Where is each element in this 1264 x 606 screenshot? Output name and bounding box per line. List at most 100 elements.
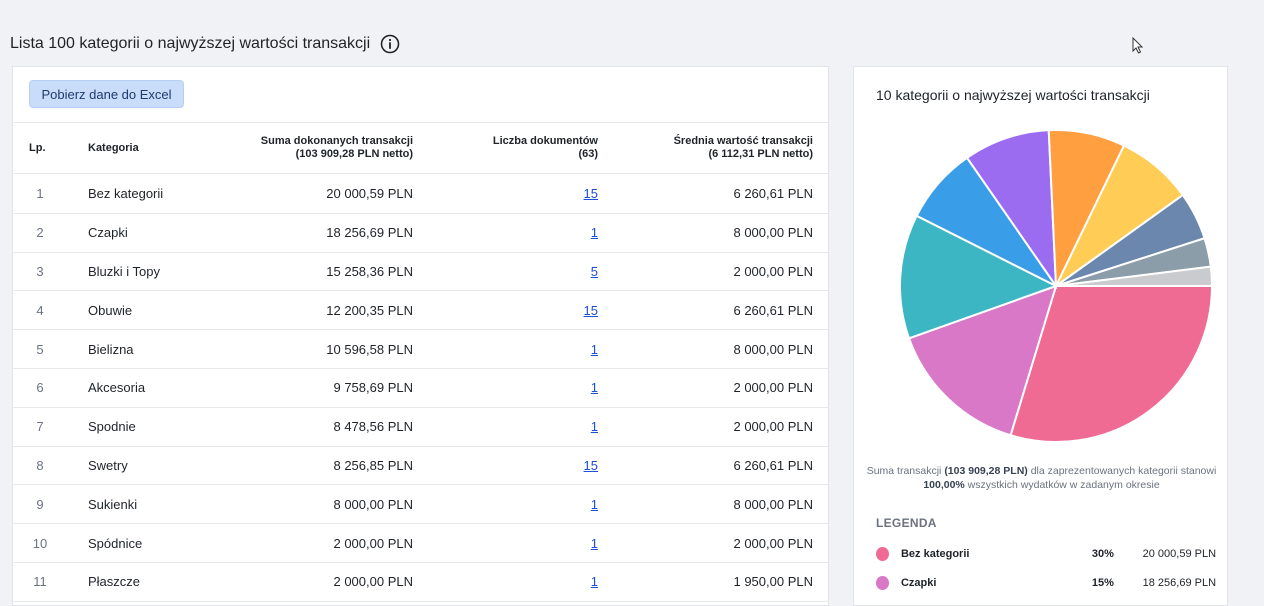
cell-liczba: 15 — [473, 291, 598, 329]
documents-count-link[interactable]: 5 — [590, 263, 598, 279]
col-header-suma[interactable]: Suma dokonanych transakcji (103 909,28 PL… — [233, 123, 413, 173]
documents-count-link[interactable]: 1 — [590, 225, 598, 241]
cell-srednia: 8 000,00 PLN — [733, 341, 813, 357]
pie-slice-10[interactable] — [1055, 265, 1214, 287]
cell-suma: 2 000,00 PLN — [333, 574, 413, 590]
cell-srednia: 6 260,61 PLN — [733, 302, 813, 318]
cell-lp: 7 — [36, 419, 44, 435]
summary-text-mid: dla zaprezentowanych kategorii stanowi — [1027, 465, 1217, 477]
documents-count-link[interactable]: 15 — [583, 457, 598, 473]
table-row: 7 Spodnie 8 478,56 PLN 1 2 000,00 PLN — [13, 408, 828, 447]
col-header-srednia[interactable]: Średnia wartość transakcji (6 112,31 PLN … — [633, 123, 813, 173]
summary-percent: 100,00% — [923, 479, 965, 491]
col-header-srednia-label: Średnia wartość transakcji — [673, 135, 813, 147]
cell-lp: 1 — [36, 186, 44, 202]
legend-item: Bez kategorii 30% 20 000,59 PLN — [876, 545, 1216, 563]
cell-suma: 2 000,00 PLN — [333, 535, 413, 551]
summary-text-pre: Suma transakcji — [866, 465, 945, 477]
cell-lp: 2 — [36, 225, 44, 241]
documents-count-link[interactable]: 15 — [583, 302, 598, 318]
documents-count-link[interactable]: 1 — [590, 496, 598, 512]
cell-liczba: 1 — [473, 563, 598, 601]
cell-suma: 10 596,58 PLN — [326, 341, 413, 357]
mouse-pointer-icon — [1132, 37, 1144, 54]
cell-kategoria: Spódnice — [88, 535, 143, 551]
cell-liczba: 5 — [473, 253, 598, 291]
cell-kategoria: Sukienki — [88, 496, 138, 512]
pie-slice-2[interactable] — [907, 284, 1058, 437]
summary-text-post: wszystkich wydatków w zadanym okresie — [964, 479, 1160, 491]
cell-lp: 6 — [36, 380, 44, 396]
pie-slice-1[interactable] — [1009, 285, 1214, 443]
excel-export-button[interactable]: Pobierz dane do Excel — [29, 80, 184, 108]
table-row: 11 Płaszcze 2 000,00 PLN 1 1 950,00 PLN — [13, 563, 828, 602]
cell-kategoria: Bielizna — [88, 341, 134, 357]
chart-card: 10 kategorii o najwyższej wartości trans… — [853, 66, 1228, 606]
table-row: 3 Bluzki i Topy 15 258,36 PLN 5 2 000,00… — [13, 253, 828, 292]
cell-liczba: 1 — [473, 214, 598, 252]
table-header: Lp. Kategoria Suma dokonanych transakcji… — [13, 122, 828, 174]
cell-srednia: 6 260,61 PLN — [733, 457, 813, 473]
table-row: 6 Akcesoria 9 758,69 PLN 1 2 000,00 PLN — [13, 369, 828, 408]
cell-suma: 8 000,00 PLN — [333, 496, 413, 512]
cell-suma: 8 478,56 PLN — [333, 419, 413, 435]
legend-percent: 30% — [1091, 548, 1114, 560]
documents-count-link[interactable]: 1 — [590, 341, 598, 357]
pie-slice-5[interactable] — [965, 129, 1058, 290]
legend-name: Bez kategorii — [900, 548, 970, 560]
legend-title: LEGENDA — [876, 516, 937, 530]
col-header-liczba[interactable]: Liczba dokumentów (63) — [473, 123, 598, 173]
cell-srednia: 8 000,00 PLN — [733, 496, 813, 512]
table-row: 10 Spódnice 2 000,00 PLN 1 2 000,00 PLN — [13, 524, 828, 563]
cell-lp: 3 — [36, 263, 44, 279]
col-header-liczba-total: (63) — [578, 148, 598, 160]
cell-srednia: 8 000,00 PLN — [733, 225, 813, 241]
documents-count-link[interactable]: 1 — [590, 535, 598, 551]
cell-liczba: 1 — [473, 524, 598, 562]
cell-suma: 8 256,85 PLN — [333, 457, 413, 473]
documents-count-link[interactable]: 1 — [590, 574, 598, 590]
legend-color-dot — [876, 576, 889, 590]
cell-lp: 11 — [33, 574, 47, 590]
cell-suma: 20 000,59 PLN — [326, 186, 413, 202]
col-header-suma-total: (103 909,28 PLN netto) — [295, 148, 413, 160]
page-title: Lista 100 kategorii o najwyższej wartośc… — [10, 32, 400, 56]
summary-total: (103 909,28 PLN) — [944, 465, 1028, 477]
cell-srednia: 2 000,00 PLN — [733, 535, 813, 551]
legend-value: 18 256,69 PLN — [1142, 577, 1217, 589]
page-title-text: Lista 100 kategorii o najwyższej wartośc… — [10, 35, 371, 52]
col-header-suma-label: Suma dokonanych transakcji — [260, 135, 413, 147]
table-body: 1 Bez kategorii 20 000,59 PLN 15 6 260,6… — [13, 175, 828, 602]
cell-srednia: 1 950,00 PLN — [733, 574, 813, 590]
cell-kategoria: Bluzki i Topy — [88, 263, 161, 279]
pie-chart — [899, 129, 1214, 443]
table-row: 5 Bielizna 10 596,58 PLN 1 8 000,00 PLN — [13, 330, 828, 369]
cell-suma: 12 200,35 PLN — [326, 302, 413, 318]
documents-count-link[interactable]: 1 — [590, 419, 598, 435]
legend-item: Czapki 15% 18 256,69 PLN — [876, 574, 1216, 592]
cell-kategoria: Swetry — [88, 457, 128, 473]
table-row: 8 Swetry 8 256,85 PLN 15 6 260,61 PLN — [13, 447, 828, 486]
col-header-liczba-label: Liczba dokumentów — [492, 135, 598, 147]
legend-value: 20 000,59 PLN — [1142, 548, 1217, 560]
col-header-kategoria[interactable]: Kategoria — [88, 141, 139, 154]
cell-liczba: 1 — [473, 369, 598, 407]
chart-summary: Suma transakcji (103 909,28 PLN) dla zap… — [864, 464, 1219, 492]
documents-count-link[interactable]: 15 — [583, 186, 598, 202]
cell-suma: 18 256,69 PLN — [326, 225, 413, 241]
cell-lp: 9 — [36, 496, 44, 512]
cell-srednia: 6 260,61 PLN — [733, 186, 813, 202]
category-table-card: Pobierz dane do Excel Lp. Kategoria Suma… — [12, 66, 829, 606]
documents-count-link[interactable]: 1 — [590, 380, 598, 396]
legend-color-dot — [876, 547, 889, 561]
legend-name: Czapki — [900, 577, 937, 589]
table-row: 2 Czapki 18 256,69 PLN 1 8 000,00 PLN — [13, 214, 828, 253]
pie-slice-3[interactable] — [899, 214, 1059, 340]
chart-title: 10 kategorii o najwyższej wartości trans… — [876, 87, 1150, 103]
col-header-lp[interactable]: Lp. — [29, 141, 46, 154]
cell-srednia: 2 000,00 PLN — [733, 263, 813, 279]
cell-kategoria: Akcesoria — [88, 380, 146, 396]
cell-lp: 8 — [36, 457, 44, 473]
info-circle-icon[interactable] — [380, 34, 400, 54]
cell-kategoria: Bez kategorii — [88, 186, 164, 202]
